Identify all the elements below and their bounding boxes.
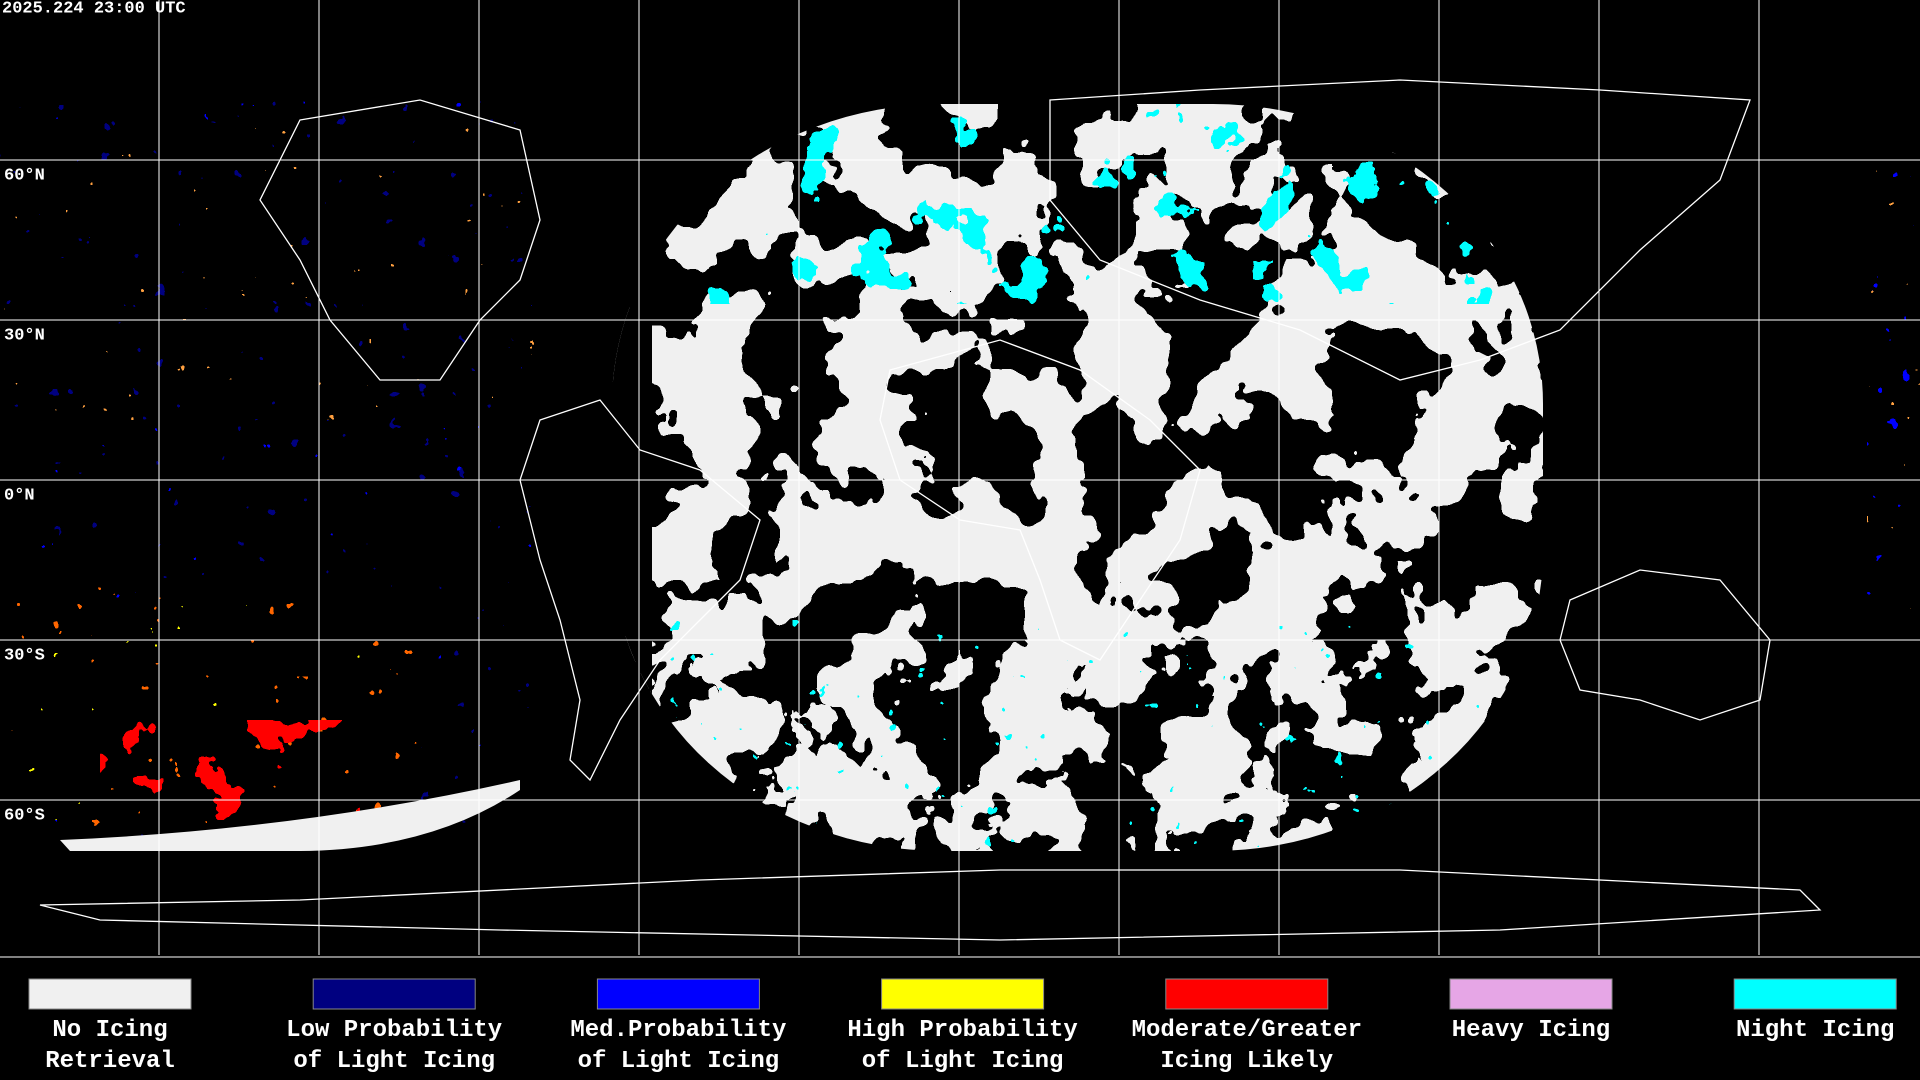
legend-label: of Light Icing <box>578 1048 780 1075</box>
map <box>0 0 1920 958</box>
goes-west-region <box>0 100 535 840</box>
latitude-label: 60°S <box>4 806 45 825</box>
latitude-label: 30°S <box>4 646 45 665</box>
edge-strip <box>1867 150 1920 770</box>
legend-label: High Probability <box>847 1017 1077 1044</box>
legend-swatch <box>312 978 476 1010</box>
legend-swatch <box>1165 978 1329 1010</box>
legend-label: Med.Probability <box>570 1017 786 1044</box>
graticule <box>0 0 1920 958</box>
cloud-band <box>60 780 520 851</box>
timestamp: 2025.224 23:00 UTC <box>2 0 186 18</box>
legend-swatch <box>1733 978 1897 1010</box>
legend-label: Heavy Icing <box>1452 1017 1610 1044</box>
legend-label: Retrieval <box>45 1048 175 1075</box>
legend-label: of Light Icing <box>293 1048 495 1075</box>
meteosat-disk <box>612 104 1543 851</box>
latitude-label: 0°N <box>4 486 35 505</box>
legend-swatch <box>28 978 192 1010</box>
legend-label: Night Icing <box>1736 1017 1894 1044</box>
legend-label: No Icing <box>52 1017 167 1044</box>
coastlines <box>39 79 1822 941</box>
legend-label: Moderate/Greater <box>1132 1017 1362 1044</box>
legend-label: of Light Icing <box>862 1048 1064 1075</box>
latitude-label: 30°N <box>4 326 45 345</box>
legend-label: Low Probability <box>286 1017 502 1044</box>
legend-swatch <box>881 978 1045 1010</box>
legend: No Icing Retrieval Low Probability of Light… <box>28 978 1897 1075</box>
legend-swatch <box>596 978 760 1010</box>
legend-swatch <box>1449 978 1613 1010</box>
latitude-label: 60°N <box>4 166 45 185</box>
legend-label: Icing Likely <box>1160 1048 1333 1075</box>
